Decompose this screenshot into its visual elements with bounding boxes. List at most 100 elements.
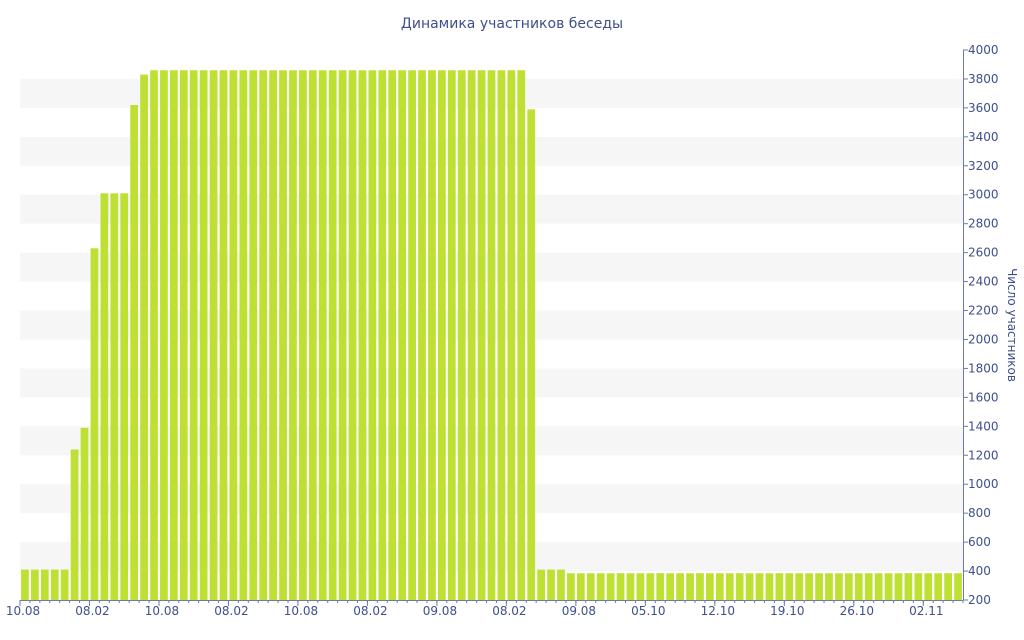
bar (438, 70, 446, 600)
bar (239, 70, 248, 600)
bar (140, 74, 148, 601)
y-tick-label: 3800 (968, 72, 999, 86)
y-tick-label: 800 (968, 506, 991, 520)
bar (249, 70, 258, 600)
y-tick-label: 3000 (968, 188, 999, 202)
bar (815, 573, 823, 600)
bar (507, 70, 516, 600)
bar (795, 573, 804, 600)
bar (944, 573, 952, 600)
bar (884, 573, 893, 600)
bar (120, 193, 129, 601)
bar (606, 573, 615, 600)
bar (259, 70, 268, 600)
bar (497, 70, 506, 600)
bar (110, 193, 119, 601)
y-tick-label: 3600 (968, 101, 999, 115)
axes (20, 50, 964, 601)
bar (745, 573, 754, 600)
bar (686, 573, 694, 600)
bar (844, 573, 853, 600)
bar (169, 70, 178, 600)
x-tick-label: 10.08 (284, 604, 318, 618)
bar (428, 70, 436, 600)
bar (299, 70, 307, 600)
bar (894, 573, 903, 600)
bar (666, 573, 675, 600)
x-tick-label: 10.08 (6, 604, 40, 618)
bar (835, 573, 843, 600)
y-tick-label: 1400 (968, 419, 999, 433)
bar (477, 70, 486, 600)
x-tick-label: 08.02 (353, 604, 387, 618)
x-tick-label: 05.10 (631, 604, 665, 618)
bar (755, 573, 764, 600)
x-tick-label: 10.08 (145, 604, 179, 618)
bar (924, 573, 933, 600)
bar (517, 70, 526, 600)
y-tick-label: 400 (968, 564, 991, 578)
x-tick-label: 19.10 (770, 604, 804, 618)
bar (70, 449, 79, 600)
bar (378, 70, 387, 600)
bar (229, 70, 238, 600)
bar (388, 70, 397, 600)
bar (626, 573, 635, 600)
bar (586, 573, 595, 600)
bar (805, 573, 814, 600)
bar (547, 569, 555, 600)
bar (934, 573, 943, 600)
bar (656, 573, 665, 600)
bar (348, 70, 357, 600)
bar (408, 70, 416, 600)
bar (130, 105, 139, 600)
bar (21, 569, 29, 600)
bar (725, 573, 734, 600)
y-tick-label: 2200 (968, 304, 999, 318)
bar (765, 573, 774, 600)
bar (447, 70, 456, 600)
y-tick-label: 2800 (968, 217, 999, 231)
bar (328, 70, 337, 600)
bar (557, 569, 565, 600)
bar (914, 573, 923, 600)
bar (219, 70, 228, 600)
y-tick-label: 200 (968, 593, 991, 607)
bar (537, 569, 545, 600)
bar (904, 573, 913, 600)
bar (398, 70, 407, 600)
y-tick-label: 1200 (968, 448, 999, 462)
x-tick-label: 09.08 (562, 604, 596, 618)
bar (954, 573, 962, 600)
bar (487, 70, 496, 600)
bar (864, 573, 873, 600)
bar (150, 70, 158, 600)
x-tick-label: 26.10 (840, 604, 874, 618)
bar (467, 70, 476, 600)
bar (269, 70, 277, 600)
bar (279, 70, 287, 600)
bar (418, 70, 426, 600)
bar (825, 573, 833, 600)
bar (189, 70, 198, 600)
bar (179, 70, 188, 600)
x-tick-label: 12.10 (701, 604, 735, 618)
bar (596, 573, 605, 600)
bar (308, 70, 317, 600)
bar (775, 573, 784, 600)
y-tick-label: 2400 (968, 275, 999, 289)
bar (50, 569, 59, 600)
y-tick-label: 4000 (968, 43, 999, 57)
chart-title: Динамика участников беседы (401, 16, 623, 32)
y-tick-label: 1000 (968, 477, 999, 491)
bar (289, 70, 297, 600)
bar (318, 70, 327, 600)
bar (80, 427, 89, 600)
y-axis-ticks: 200 400 600 800 1000 1200 1400 1600 1800 2000 2200… (963, 43, 999, 607)
bar (31, 569, 39, 600)
bar (676, 573, 684, 600)
y-tick-label: 3200 (968, 159, 999, 173)
bar (576, 573, 585, 600)
